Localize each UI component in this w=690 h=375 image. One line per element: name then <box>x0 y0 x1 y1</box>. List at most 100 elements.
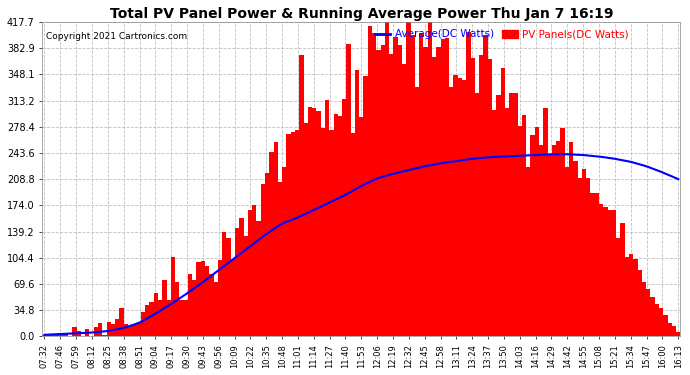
Bar <box>214 282 218 336</box>
Bar <box>239 218 244 336</box>
Bar <box>591 193 595 336</box>
Bar <box>595 193 599 336</box>
Bar <box>154 292 158 336</box>
Bar <box>222 232 226 336</box>
Bar <box>290 132 295 336</box>
Bar <box>509 93 513 336</box>
Bar <box>325 100 329 336</box>
Bar <box>317 111 321 336</box>
Bar <box>355 70 359 336</box>
Bar <box>440 39 445 336</box>
Bar <box>672 326 676 336</box>
Bar <box>201 261 205 336</box>
Bar <box>608 210 612 336</box>
Bar <box>235 228 239 336</box>
Bar <box>171 257 175 336</box>
Bar <box>63 333 68 336</box>
Bar <box>424 47 428 336</box>
Bar <box>188 274 193 336</box>
Bar <box>321 128 325 336</box>
Bar <box>312 108 317 336</box>
Bar <box>638 270 642 336</box>
Bar <box>209 274 214 336</box>
Bar <box>94 327 98 336</box>
Bar <box>659 308 663 336</box>
Bar <box>651 297 655 336</box>
Bar <box>526 167 531 336</box>
Bar <box>269 152 273 336</box>
Bar <box>145 304 149 336</box>
Bar <box>59 333 63 336</box>
Bar <box>411 35 415 336</box>
Bar <box>230 259 235 336</box>
Bar <box>393 37 397 336</box>
Bar <box>616 238 620 336</box>
Bar <box>599 204 603 336</box>
Bar <box>612 210 616 336</box>
Bar <box>72 327 77 336</box>
Bar <box>346 44 351 336</box>
Bar <box>85 329 90 336</box>
Bar <box>119 308 124 336</box>
Bar <box>552 145 556 336</box>
Bar <box>620 224 624 336</box>
Bar <box>449 87 453 336</box>
Bar <box>642 282 646 336</box>
Bar <box>265 172 269 336</box>
Bar <box>124 324 128 336</box>
Bar <box>548 155 552 336</box>
Bar <box>453 75 457 336</box>
Bar <box>141 312 145 336</box>
Bar <box>655 304 659 336</box>
Bar <box>248 210 252 336</box>
Bar <box>564 167 569 336</box>
Bar <box>175 282 179 336</box>
Bar <box>556 141 560 336</box>
Bar <box>539 145 543 336</box>
Bar <box>77 331 81 336</box>
Bar <box>471 58 475 336</box>
Bar <box>535 127 539 336</box>
Bar <box>149 302 154 336</box>
Bar <box>663 315 667 336</box>
Bar <box>436 47 440 336</box>
Bar <box>257 221 261 336</box>
Bar <box>629 254 633 336</box>
Bar <box>179 300 184 336</box>
Bar <box>586 178 591 336</box>
Bar <box>381 45 385 336</box>
Bar <box>342 99 346 336</box>
Bar <box>98 323 102 336</box>
Bar <box>496 95 500 336</box>
Bar <box>218 260 222 336</box>
Bar <box>308 108 312 336</box>
Bar <box>560 128 564 336</box>
Bar <box>624 257 629 336</box>
Bar <box>295 130 299 336</box>
Bar <box>376 50 381 336</box>
Bar <box>364 76 368 336</box>
Bar <box>492 110 496 336</box>
Bar <box>518 126 522 336</box>
Bar <box>676 332 680 336</box>
Bar <box>406 20 411 336</box>
Bar <box>582 169 586 336</box>
Bar <box>573 161 578 336</box>
Bar <box>261 184 265 336</box>
Text: Copyright 2021 Cartronics.com: Copyright 2021 Cartronics.com <box>46 32 187 40</box>
Bar <box>457 78 462 336</box>
Bar <box>488 60 492 336</box>
Bar <box>128 326 132 336</box>
Bar <box>278 182 282 336</box>
Bar <box>578 178 582 336</box>
Bar <box>193 280 197 336</box>
Bar <box>252 205 257 336</box>
Bar <box>333 114 338 336</box>
Bar <box>205 266 209 336</box>
Bar <box>304 123 308 336</box>
Bar <box>419 33 424 336</box>
Bar <box>479 55 484 336</box>
Bar <box>415 87 419 336</box>
Bar <box>166 300 171 336</box>
Bar <box>359 117 364 336</box>
